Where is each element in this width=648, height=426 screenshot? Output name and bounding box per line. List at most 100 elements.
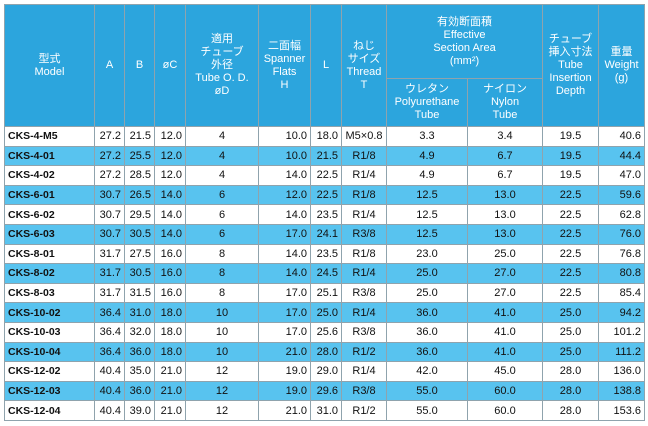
data-cell: 36.4	[94, 341, 125, 363]
data-cell: 12.5	[386, 184, 468, 206]
data-cell: 6	[185, 184, 259, 206]
data-cell: 59.6	[598, 184, 645, 206]
data-cell: 138.8	[598, 380, 645, 402]
header-text: 二面幅	[268, 39, 301, 52]
data-cell: 23.5	[310, 243, 342, 265]
data-cell: 36.4	[94, 321, 125, 343]
data-cell: 12	[185, 361, 259, 382]
data-cell: 28.0	[310, 341, 342, 363]
data-cell: 19.5	[542, 145, 599, 167]
header-cell: チューブ 挿入寸法 Tube Insertion Depth	[542, 4, 599, 127]
data-cell: 8	[185, 263, 259, 284]
data-cell: R3/8	[341, 321, 387, 343]
table-row: CKS-12-04 40.4 39.0 21.0 12 21.0 31.0 R1/2 55.0 6…	[4, 400, 645, 421]
data-cell: 111.2	[598, 341, 645, 363]
data-cell: 18.0	[310, 126, 342, 147]
model-cell: CKS-10-04	[4, 341, 95, 363]
data-cell: 6.7	[467, 165, 543, 186]
data-cell: 28.0	[542, 361, 599, 382]
data-cell: 6.7	[467, 145, 543, 167]
data-cell: 17.0	[258, 282, 311, 304]
model-cell: CKS-6-01	[4, 184, 95, 206]
model-cell: CKS-12-04	[4, 400, 95, 421]
data-cell: 22.5	[542, 204, 599, 225]
header-text: サイズ	[347, 52, 381, 65]
data-cell: 30.5	[124, 263, 155, 284]
header-text: Flats	[272, 65, 297, 78]
model-cell: CKS-8-03	[4, 282, 95, 304]
data-cell: 29.6	[310, 380, 342, 402]
header-cell: A	[94, 4, 125, 127]
data-cell: 23.0	[386, 243, 468, 265]
header-cell: 適用 チューブ 外径 Tube O. D. øD	[185, 4, 259, 127]
data-cell: 13.0	[467, 184, 543, 206]
header-text: Section Area	[433, 41, 496, 54]
data-cell: R1/8	[341, 145, 387, 167]
data-cell: 27.2	[94, 126, 125, 147]
table-row: CKS-6-01 30.7 26.5 14.0 6 12.0 22.5 R1/8 12.5 13.…	[4, 184, 645, 206]
data-cell: 27.2	[94, 145, 125, 167]
data-cell: 30.5	[124, 223, 155, 245]
header-cell: L	[310, 4, 342, 127]
data-cell: 28.5	[124, 165, 155, 186]
data-cell: 4	[185, 145, 259, 167]
data-cell: 40.4	[94, 380, 125, 402]
data-cell: 27.5	[124, 243, 155, 265]
data-cell: 41.0	[467, 341, 543, 363]
data-cell: 14.0	[154, 184, 186, 206]
table-row: CKS-10-03 36.4 32.0 18.0 10 17.0 25.6 R3/8 36.0 4…	[4, 321, 645, 343]
data-cell: 24.1	[310, 223, 342, 245]
data-cell: R1/8	[341, 184, 387, 206]
header-text: Depth	[555, 85, 586, 97]
data-cell: 22.5	[310, 165, 342, 186]
data-cell: R1/4	[341, 165, 387, 186]
header-text: øD	[214, 85, 230, 97]
data-cell: 31.0	[310, 400, 342, 421]
data-cell: 21.0	[258, 341, 311, 363]
table-row: CKS-10-04 36.4 36.0 18.0 10 21.0 28.0 R1/2 36.0 4…	[4, 341, 645, 363]
header-text: チューブ	[200, 46, 244, 58]
header-text: H	[280, 78, 289, 91]
data-cell: 14.0	[258, 263, 311, 284]
data-cell: 10	[185, 341, 259, 363]
data-cell: 31.7	[94, 243, 125, 265]
data-cell: 14.0	[258, 204, 311, 225]
model-cell: CKS-10-02	[4, 302, 95, 323]
table-row: CKS-4-M5 27.2 21.5 12.0 4 10.0 18.0 M5×0.8 3.3 3.…	[4, 126, 645, 147]
header-text: 有効断面積	[437, 15, 492, 28]
header-row: ウレタン Polyurethane Tube ナイロン Nylon Tube	[5, 78, 645, 127]
table-row: CKS-8-02 31.7 30.5 16.0 8 14.0 24.5 R1/4 25.0 27.…	[4, 263, 645, 284]
header-text: Thread	[346, 65, 382, 78]
data-cell: 42.0	[386, 361, 468, 382]
model-cell: CKS-10-03	[4, 321, 95, 343]
data-cell: R1/4	[341, 263, 387, 284]
data-cell: 21.5	[310, 145, 342, 167]
header-text: Nylon	[490, 96, 520, 108]
header-subcell: ウレタン Polyurethane Tube	[386, 78, 468, 127]
data-cell: R3/8	[341, 223, 387, 245]
data-cell: 32.0	[124, 321, 155, 343]
data-cell: 36.0	[386, 341, 468, 363]
header-text: B	[135, 59, 144, 71]
data-cell: 21.0	[154, 400, 186, 421]
header-text: 型式	[38, 52, 61, 65]
data-cell: 14.0	[258, 165, 311, 186]
data-cell: 39.0	[124, 400, 155, 421]
data-cell: 22.5	[542, 282, 599, 304]
header-text: A	[105, 59, 114, 71]
data-cell: 16.0	[154, 243, 186, 265]
data-cell: 45.0	[467, 361, 543, 382]
data-cell: 18.0	[154, 341, 186, 363]
data-cell: 60.0	[467, 400, 543, 421]
data-cell: 12.0	[258, 184, 311, 206]
header-text: 挿入寸法	[548, 46, 593, 58]
data-cell: 25.0	[542, 321, 599, 343]
data-cell: 25.1	[310, 282, 342, 304]
table-row: CKS-10-02 36.4 31.0 18.0 10 17.0 25.0 R1/4 36.0 4…	[4, 302, 645, 323]
data-cell: 76.0	[598, 223, 645, 245]
header-cell: øC	[154, 4, 186, 127]
data-cell: 4.9	[386, 165, 468, 186]
data-cell: 21.0	[154, 380, 186, 402]
data-cell: 55.0	[386, 380, 468, 402]
